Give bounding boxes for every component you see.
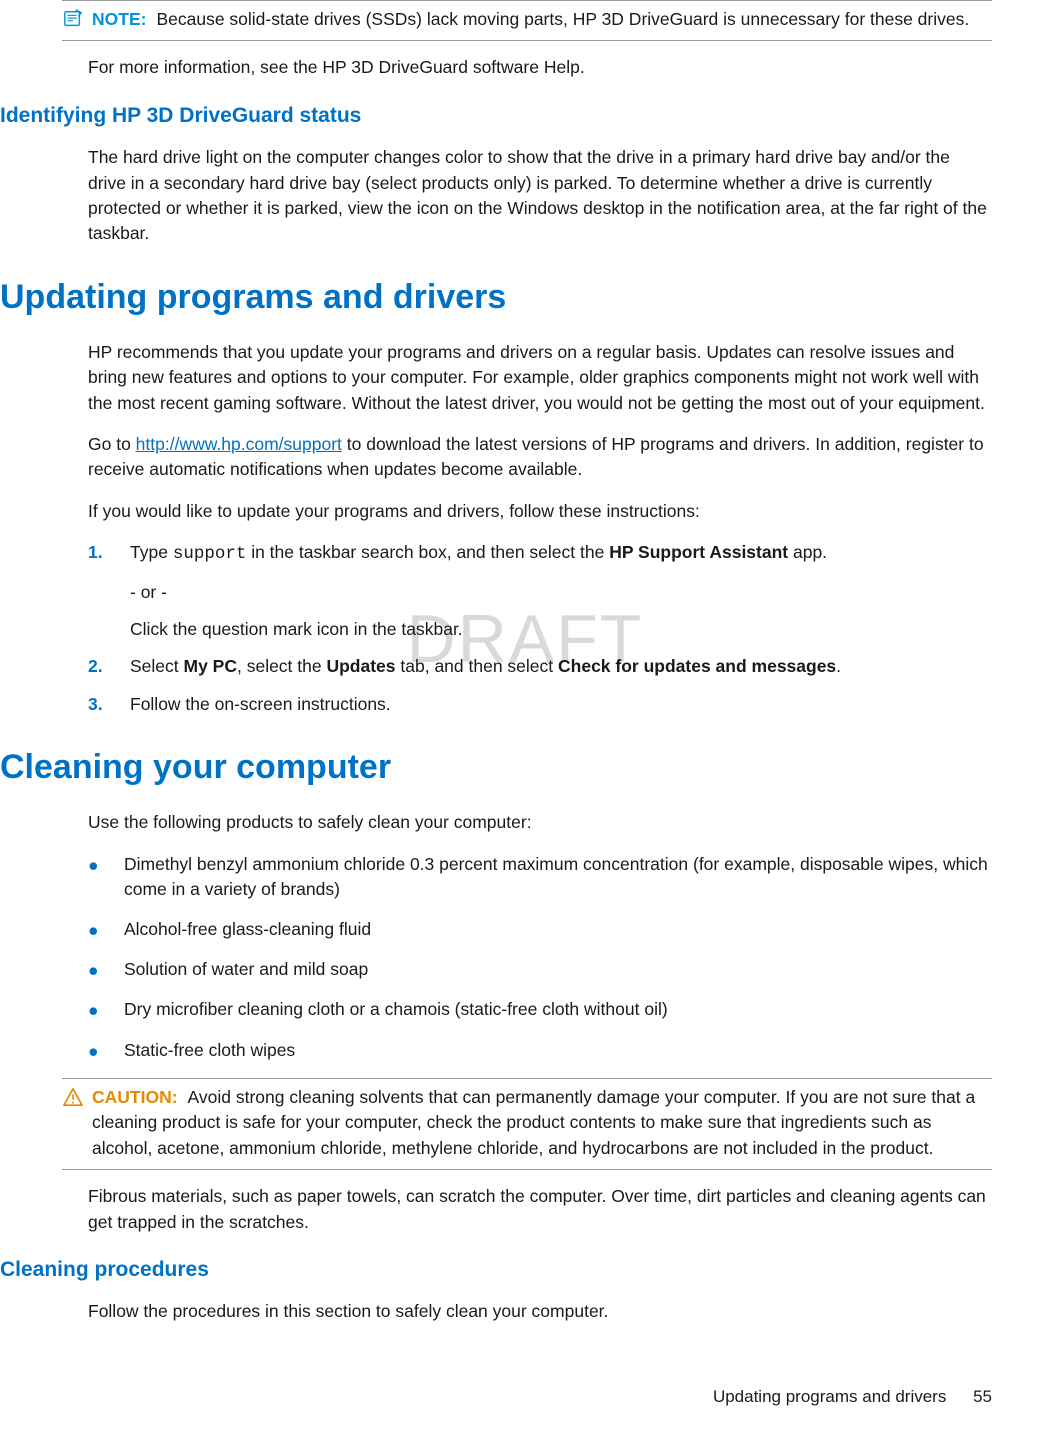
step-2-num: 2. <box>88 654 108 679</box>
heading-cleaning-procedures: Cleaning procedures <box>0 1255 992 1285</box>
note-label: NOTE: <box>92 9 146 29</box>
list-item: ● Static-free cloth wipes <box>88 1038 992 1064</box>
page-content: NOTE: Because solid-state drives (SSDs) l… <box>0 0 992 1409</box>
step-2-body: Select My PC, select the Updates tab, an… <box>130 654 992 679</box>
step-1-alt: Click the question mark icon in the task… <box>130 617 992 642</box>
support-link[interactable]: http://www.hp.com/support <box>136 434 342 454</box>
cleaning-p1: Use the following products to safely cle… <box>88 810 992 835</box>
step-2-mid2: tab, and then select <box>396 656 558 676</box>
heading-driveguard-status: Identifying HP 3D DriveGuard status <box>0 101 992 131</box>
bullet-icon: ● <box>88 958 102 983</box>
procedures-body: Follow the procedures in this section to… <box>88 1299 992 1324</box>
step-2-pre: Select <box>130 656 184 676</box>
driveguard-body: The hard drive light on the computer cha… <box>88 145 992 247</box>
footer-section: Updating programs and drivers <box>713 1387 946 1406</box>
caution-block: CAUTION:Avoid strong cleaning solvents t… <box>62 1078 992 1170</box>
caution-label: CAUTION: <box>92 1087 178 1107</box>
updating-p3: If you would like to update your program… <box>88 499 992 524</box>
step-1-body: Type support in the taskbar search box, … <box>130 540 992 642</box>
step-1-post: app. <box>788 542 827 562</box>
updating-p2: Go to http://www.hp.com/support to downl… <box>88 432 992 483</box>
updating-p1: HP recommends that you update your progr… <box>88 340 992 416</box>
note-block: NOTE: Because solid-state drives (SSDs) l… <box>62 0 992 41</box>
step-1-bold: HP Support Assistant <box>609 542 788 562</box>
bullet-text: Dimethyl benzyl ammonium chloride 0.3 pe… <box>124 852 992 903</box>
note-body: NOTE: Because solid-state drives (SSDs) l… <box>92 7 992 32</box>
list-item: ● Dimethyl benzyl ammonium chloride 0.3 … <box>88 852 992 903</box>
note-icon <box>62 9 84 29</box>
bullet-icon: ● <box>88 998 102 1023</box>
step-3-num: 3. <box>88 692 108 717</box>
step-2-post: . <box>836 656 841 676</box>
bullet-text: Static-free cloth wipes <box>124 1038 295 1064</box>
list-item: ● Alcohol-free glass-cleaning fluid <box>88 917 992 943</box>
note-text: Because solid-state drives (SSDs) lack m… <box>156 9 969 29</box>
bullet-text: Dry microfiber cleaning cloth or a chamo… <box>124 997 668 1023</box>
footer-page-number: 55 <box>973 1387 992 1406</box>
bullet-text: Solution of water and mild soap <box>124 957 368 983</box>
bullet-icon: ● <box>88 918 102 943</box>
updating-p2-pre: Go to <box>88 434 136 454</box>
step-2-b3: Check for updates and messages <box>558 656 836 676</box>
bullet-icon: ● <box>88 1039 102 1064</box>
step-1-num: 1. <box>88 540 108 642</box>
cleaning-after: Fibrous materials, such as paper towels,… <box>88 1184 992 1235</box>
step-3: 3. Follow the on-screen instructions. <box>88 692 992 717</box>
list-item: ● Solution of water and mild soap <box>88 957 992 983</box>
step-2-mid1: , select the <box>237 656 327 676</box>
updating-steps: 1. Type support in the taskbar search bo… <box>88 540 992 717</box>
page-footer: Updating programs and drivers 55 <box>0 1385 992 1410</box>
cleaning-bullets: ● Dimethyl benzyl ammonium chloride 0.3 … <box>88 852 992 1064</box>
step-1-pre: Type <box>130 542 173 562</box>
list-item: ● Dry microfiber cleaning cloth or a cha… <box>88 997 992 1023</box>
step-1-code: support <box>173 544 247 564</box>
heading-updating: Updating programs and drivers <box>0 273 992 322</box>
caution-body: CAUTION:Avoid strong cleaning solvents t… <box>92 1085 992 1161</box>
note-followup: For more information, see the HP 3D Driv… <box>88 55 992 80</box>
heading-cleaning: Cleaning your computer <box>0 743 992 792</box>
step-2-b2: Updates <box>326 656 395 676</box>
step-1-mid: in the taskbar search box, and then sele… <box>246 542 609 562</box>
caution-icon <box>62 1087 84 1107</box>
step-1: 1. Type support in the taskbar search bo… <box>88 540 992 642</box>
bullet-icon: ● <box>88 853 102 903</box>
step-2: 2. Select My PC, select the Updates tab,… <box>88 654 992 679</box>
step-3-body: Follow the on-screen instructions. <box>130 692 992 717</box>
caution-text: Avoid strong cleaning solvents that can … <box>92 1087 975 1158</box>
step-2-b1: My PC <box>184 656 237 676</box>
bullet-text: Alcohol-free glass-cleaning fluid <box>124 917 371 943</box>
step-1-or: ‑ or ‑ <box>130 580 992 605</box>
